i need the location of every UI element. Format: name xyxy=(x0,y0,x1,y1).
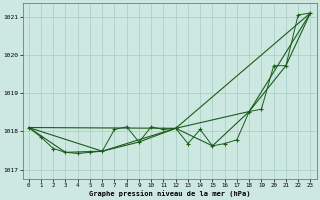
X-axis label: Graphe pression niveau de la mer (hPa): Graphe pression niveau de la mer (hPa) xyxy=(89,190,250,197)
